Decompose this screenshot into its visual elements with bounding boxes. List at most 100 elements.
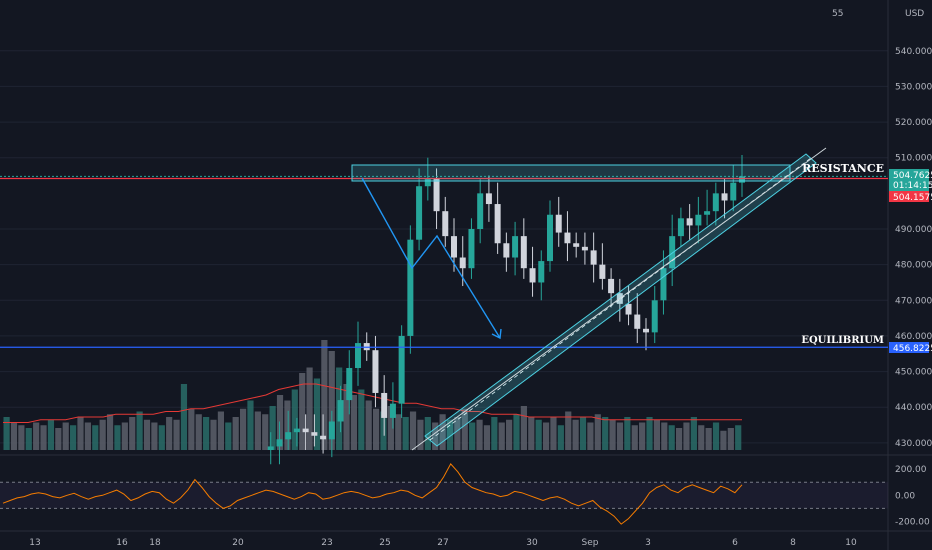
volume-bar — [387, 406, 394, 450]
volume-bar — [594, 414, 601, 450]
candle-body — [485, 193, 492, 205]
time-axis: 13 16 18 20 23 25 27 30 Sep 3 6 8 10 — [29, 538, 857, 548]
candle-body — [337, 400, 344, 422]
candle-body — [512, 236, 519, 258]
candle-body — [686, 218, 693, 226]
candle-body — [721, 193, 728, 201]
volume-bar — [62, 422, 69, 450]
candle-body — [477, 193, 484, 229]
volume-bar — [735, 425, 742, 450]
resistance-label: RESISTANCE — [802, 162, 884, 175]
volume-bar — [106, 414, 114, 450]
volume-bar — [639, 422, 646, 450]
volume-bar — [350, 395, 358, 450]
time-tick-label: 18 — [149, 538, 161, 548]
volume-bar — [3, 417, 10, 450]
candle-body — [451, 236, 457, 258]
volume-bars — [3, 340, 742, 450]
volume-bar — [343, 384, 350, 450]
volume-bar — [587, 422, 594, 450]
volume-bar — [380, 411, 387, 450]
volume-bar — [328, 351, 335, 450]
volume-bar — [121, 422, 128, 450]
arrow-head — [491, 328, 502, 340]
projection-arrow — [361, 177, 501, 339]
volume-bar — [454, 417, 461, 450]
volume-bar — [143, 419, 151, 450]
volume-bar — [646, 417, 653, 450]
volume-bar — [609, 419, 616, 450]
candle-body — [590, 250, 597, 265]
osc-tick-label: 200.00 — [895, 465, 927, 475]
time-tick-label: 16 — [116, 538, 128, 548]
candle-body — [608, 278, 615, 294]
equilibrium-price-tag — [889, 342, 929, 353]
volume-bar — [498, 422, 505, 450]
volume-bar — [439, 414, 446, 450]
candle-body — [311, 432, 318, 436]
oscillator-panel — [0, 463, 888, 525]
volume-bar — [25, 428, 32, 450]
candle-body — [372, 350, 379, 393]
volume-bar — [565, 411, 572, 450]
price-tick-label: 450.0000 — [895, 368, 932, 378]
time-tick-label: 3 — [645, 538, 651, 548]
volume-bar — [712, 422, 720, 450]
channels — [351, 147, 827, 451]
candles — [267, 155, 745, 465]
time-tick-label: 10 — [845, 538, 857, 548]
volume-bar — [299, 373, 306, 450]
volume-bar — [40, 425, 47, 450]
price-tick-label: 430.0000 — [895, 439, 932, 449]
candle-body — [564, 232, 571, 244]
candle-body — [660, 268, 667, 301]
price-tick-label: 510.0000 — [895, 154, 932, 164]
candle-body — [555, 214, 562, 233]
arrows — [361, 177, 502, 340]
candle-body — [381, 392, 388, 418]
resistance-zone — [351, 164, 791, 182]
volume-bar — [217, 411, 224, 450]
candle-body — [651, 300, 658, 333]
price-axis: 540.0000 530.0000 520.0000 510.0000 490.0000… — [895, 47, 932, 528]
candle-body — [424, 179, 431, 187]
candle-body — [293, 428, 300, 433]
osc-tick-label: -200.00 — [895, 517, 930, 527]
candle-body — [328, 421, 335, 440]
last-price-text: 504.7625 — [893, 171, 932, 181]
candle-body — [643, 328, 649, 333]
volume-bar — [572, 419, 579, 450]
time-tick-label: 20 — [232, 538, 244, 548]
volume-bar — [195, 414, 202, 450]
volume-bar — [173, 419, 180, 450]
volume-bar — [690, 417, 697, 450]
volume-bar — [92, 425, 99, 450]
time-tick-label: 27 — [437, 538, 448, 548]
volume-bar — [158, 425, 165, 450]
volume-bar — [513, 414, 520, 450]
volume-bar — [18, 425, 25, 450]
trendline — [411, 147, 827, 451]
volume-bar — [321, 340, 328, 450]
currency-label: USD — [905, 9, 924, 19]
volume-bar — [727, 428, 734, 450]
volume-bar — [10, 422, 18, 450]
volume-bar — [491, 417, 498, 450]
volume-bar — [284, 400, 291, 450]
candle-body — [302, 428, 309, 433]
last-price-tag — [889, 169, 929, 191]
volume-bar — [675, 428, 683, 450]
candle-body — [416, 186, 423, 240]
volume-bar — [306, 367, 313, 450]
time-tick-label: 30 — [526, 538, 538, 548]
volume-bar — [180, 384, 188, 450]
candle-body — [520, 236, 527, 269]
candle-body — [599, 264, 606, 279]
volume-bar — [254, 411, 261, 450]
equilibrium-price-text: 456.8225 — [893, 344, 932, 354]
candle-body — [389, 403, 396, 418]
candle-body — [433, 179, 440, 212]
volume-bar — [461, 408, 468, 450]
candle-body — [573, 243, 580, 247]
